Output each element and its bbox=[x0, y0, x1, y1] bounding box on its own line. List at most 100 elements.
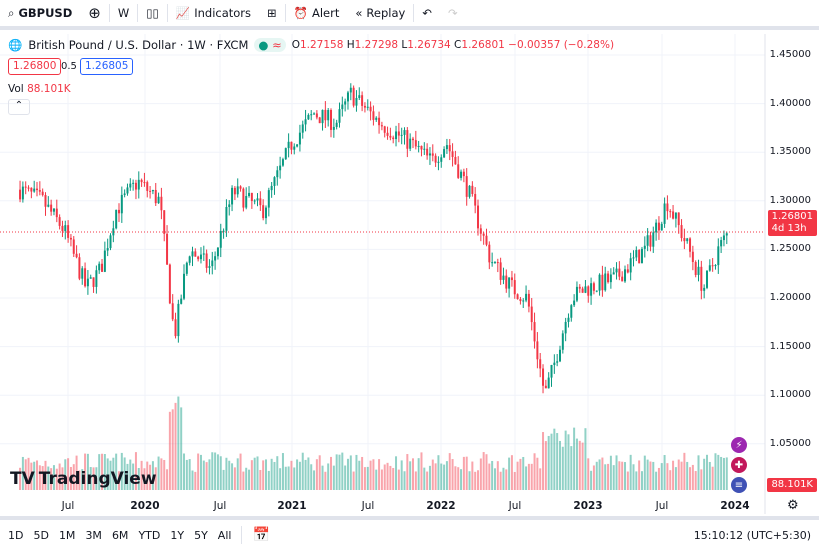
goto-date-icon[interactable]: 📅 bbox=[252, 527, 270, 543]
candle-body bbox=[372, 111, 375, 120]
volume-bar bbox=[332, 465, 335, 490]
volume-bar bbox=[126, 463, 129, 490]
candle-body bbox=[19, 189, 22, 200]
candle-body bbox=[355, 98, 358, 106]
current-price-label: 1.26801 4d 13h bbox=[767, 210, 817, 236]
volume-bar bbox=[270, 458, 273, 490]
range-5y[interactable]: 5Y bbox=[194, 528, 208, 542]
layouts-button[interactable]: ⊞ bbox=[259, 0, 285, 26]
candle-body bbox=[700, 266, 703, 291]
volume-bar bbox=[72, 464, 75, 490]
volume-bar bbox=[386, 462, 389, 490]
candle-body bbox=[558, 349, 561, 362]
candle-body bbox=[705, 270, 708, 288]
volume-bar bbox=[321, 465, 324, 490]
candlestick-chart[interactable] bbox=[0, 34, 819, 514]
candle-body bbox=[219, 230, 222, 248]
candle-body bbox=[400, 134, 403, 136]
volume-bar bbox=[69, 466, 72, 490]
price-tick: 1.30000 bbox=[769, 194, 811, 206]
tradingview-logo[interactable]: 𝗧𝗩 TradingView bbox=[10, 469, 157, 489]
price-tick: 1.20000 bbox=[769, 292, 811, 303]
range-6m[interactable]: 6M bbox=[111, 528, 129, 542]
volume-bar bbox=[395, 456, 398, 490]
volume-bar bbox=[609, 455, 612, 490]
alert-button[interactable]: ⏰ Alert bbox=[293, 6, 340, 20]
volume-bar bbox=[259, 469, 262, 490]
time-tick: 2022 bbox=[426, 500, 456, 512]
candle-body bbox=[120, 194, 123, 214]
range-1y[interactable]: 1Y bbox=[170, 528, 185, 542]
candle-body bbox=[474, 193, 477, 206]
candle-body bbox=[513, 280, 516, 295]
volume-bar bbox=[445, 461, 448, 490]
volume-bar bbox=[660, 463, 663, 490]
volume-bar bbox=[525, 466, 528, 490]
volume-bar bbox=[146, 461, 149, 490]
candle-body bbox=[137, 179, 140, 190]
volume-bar bbox=[482, 452, 485, 490]
candle-body bbox=[95, 270, 98, 287]
volume-bar bbox=[380, 469, 383, 490]
lightning-event-icon[interactable]: ⚡ bbox=[731, 437, 747, 453]
range-all[interactable]: All bbox=[217, 528, 232, 542]
time-tick: Jul bbox=[213, 500, 227, 512]
clock[interactable]: 15:10:12 (UTC+5:30) bbox=[693, 528, 811, 542]
volume-bar bbox=[346, 458, 349, 490]
volume-bar bbox=[383, 464, 386, 490]
price-tick: 1.05000 bbox=[769, 437, 811, 449]
undo-button[interactable]: ↶ bbox=[414, 0, 440, 26]
volume-bar bbox=[406, 454, 409, 490]
volume-bar bbox=[98, 454, 101, 490]
volume-bar bbox=[471, 461, 474, 490]
candle-body bbox=[318, 117, 321, 124]
candle-body bbox=[214, 256, 217, 261]
chart-legend: 🌐 British Pound / U.S. Dollar · 1W · FXC… bbox=[8, 38, 614, 52]
candle-body bbox=[134, 182, 137, 190]
volume-bar bbox=[618, 461, 621, 490]
range-ytd[interactable]: YTD bbox=[138, 528, 161, 542]
volume-bar bbox=[41, 466, 44, 490]
uk-flag-icon[interactable]: ✚ bbox=[731, 457, 747, 473]
range-3m[interactable]: 3M bbox=[85, 528, 102, 542]
buy-button[interactable]: 1.26805 bbox=[80, 58, 134, 75]
candle-body bbox=[386, 132, 389, 136]
range-5d[interactable]: 5D bbox=[33, 528, 49, 542]
volume-bar bbox=[587, 458, 590, 490]
volume-bar bbox=[604, 464, 607, 490]
range-1d[interactable]: 1D bbox=[8, 528, 24, 542]
collapse-legend-button[interactable]: ⌃ bbox=[8, 99, 30, 115]
candle-body bbox=[250, 192, 253, 202]
candle-body bbox=[30, 187, 33, 192]
range-1m[interactable]: 1M bbox=[58, 528, 76, 542]
sell-button[interactable]: 1.26800 bbox=[8, 58, 62, 75]
volume-bar bbox=[417, 458, 420, 490]
redo-button[interactable]: ↷ bbox=[440, 0, 466, 26]
volume-bar bbox=[36, 460, 39, 490]
volume-bar bbox=[242, 471, 245, 490]
volume-bar bbox=[624, 462, 627, 490]
chart-type-button[interactable]: ▯▯ bbox=[138, 0, 167, 26]
volume-bar bbox=[67, 458, 70, 490]
candle-body bbox=[666, 203, 669, 212]
tv-logo-icon: 𝗧𝗩 bbox=[10, 469, 35, 489]
replay-button[interactable]: «Replay bbox=[355, 6, 406, 20]
volume-bar bbox=[640, 471, 643, 490]
redo-icon: ↷ bbox=[447, 6, 458, 20]
candle-body bbox=[36, 188, 39, 191]
volume-bar bbox=[663, 455, 666, 490]
volume-bar bbox=[680, 461, 683, 490]
interval-button[interactable]: W bbox=[117, 6, 130, 20]
us-flag-icon[interactable]: ≡ bbox=[731, 477, 747, 493]
settings-icon[interactable]: ⚙ bbox=[787, 498, 799, 513]
volume-bar bbox=[188, 459, 191, 490]
symbol-search[interactable]: ⌕ GBPUSD bbox=[8, 5, 73, 21]
compare-button[interactable]: ⊕ bbox=[80, 0, 109, 26]
candle-body bbox=[177, 303, 180, 337]
candle-body bbox=[253, 200, 256, 202]
candle-body bbox=[245, 196, 248, 208]
indicators-button[interactable]: 📈 Indicators bbox=[175, 6, 252, 20]
candle-body bbox=[92, 277, 95, 287]
volume-bar bbox=[703, 458, 706, 490]
volume-bar bbox=[423, 467, 426, 490]
